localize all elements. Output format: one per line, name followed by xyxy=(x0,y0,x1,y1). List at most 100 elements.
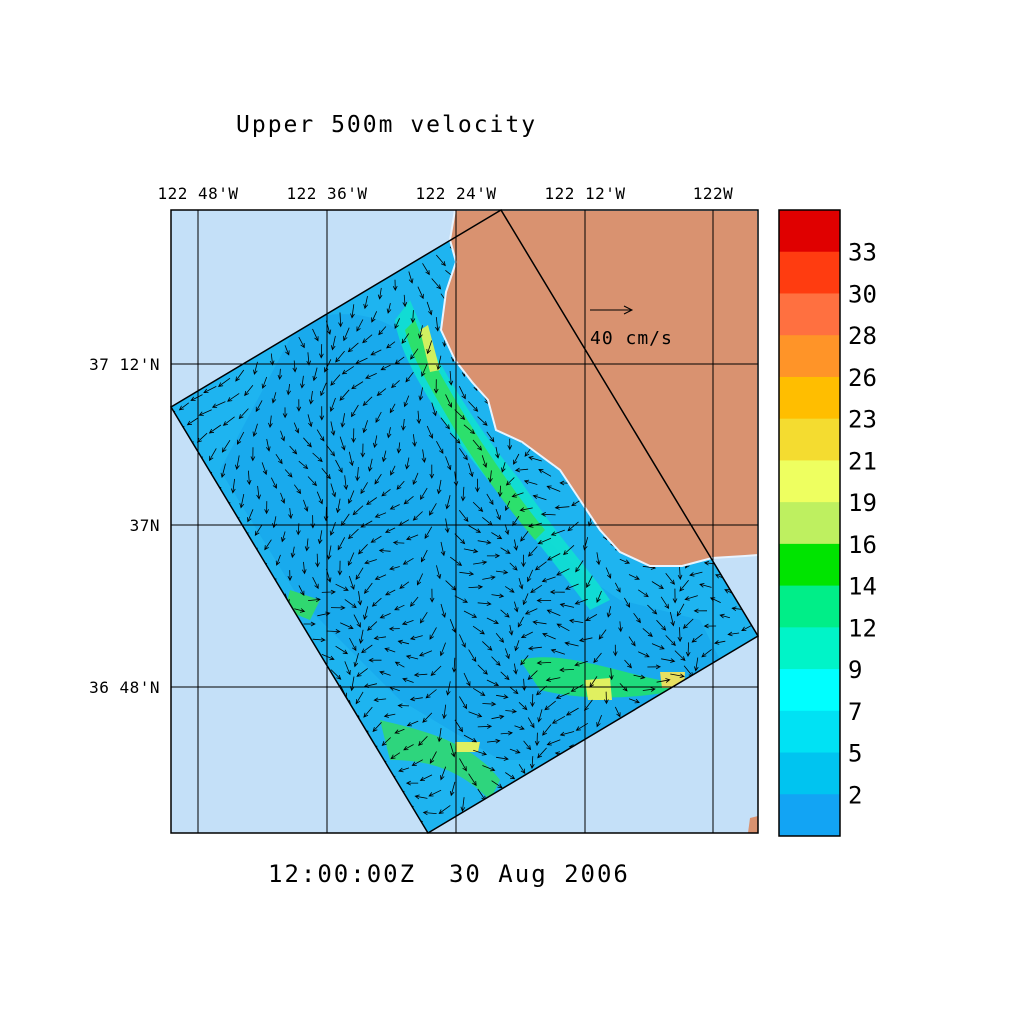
velocity-arrow xyxy=(406,720,419,727)
speed-jet xyxy=(395,300,610,610)
velocity-arrow xyxy=(440,541,446,557)
velocity-arrow xyxy=(585,614,598,622)
velocity-arrow xyxy=(468,525,482,533)
velocity-arrow xyxy=(556,568,570,576)
speed-max xyxy=(420,325,440,372)
velocity-arrow xyxy=(347,528,359,540)
velocity-arrow xyxy=(209,448,217,462)
lat-label: 36 48'N xyxy=(89,678,160,697)
velocity-arrow xyxy=(397,639,410,645)
colorbar-band xyxy=(779,543,840,587)
colorbar-band xyxy=(779,335,840,378)
velocity-arrow xyxy=(433,379,439,394)
colorbar-band xyxy=(779,752,840,795)
lon-label: 122 24'W xyxy=(415,184,496,203)
velocity-arrow xyxy=(528,456,542,462)
velocity-arrow xyxy=(519,507,533,512)
velocity-arrow xyxy=(405,654,419,660)
velocity-arrow xyxy=(312,328,319,342)
velocity-arrow xyxy=(367,621,378,631)
velocity-arrow xyxy=(541,576,556,583)
colorbar-label: 9 xyxy=(848,656,862,684)
velocity-arrow xyxy=(292,360,298,373)
velocity-arrow xyxy=(360,482,368,495)
velocity-arrow xyxy=(524,608,538,615)
velocity-arrow xyxy=(330,374,341,386)
velocity-arrow xyxy=(486,553,501,559)
velocity-arrow xyxy=(298,336,305,349)
velocity-arrow xyxy=(458,510,469,522)
velocity-arrow xyxy=(378,548,391,554)
velocity-arrow xyxy=(520,631,533,639)
velocity-arrow xyxy=(505,708,518,714)
velocity-arrow xyxy=(672,588,678,604)
velocity-arrow xyxy=(290,546,296,559)
velocity-arrow xyxy=(365,373,377,379)
velocity-arrow xyxy=(370,535,382,543)
velocity-arrow xyxy=(491,714,505,720)
velocity-arrow xyxy=(399,581,410,589)
land xyxy=(439,210,758,567)
velocity-arrow xyxy=(416,573,424,586)
velocity-arrow xyxy=(386,341,396,349)
velocity-arrow xyxy=(676,603,685,617)
velocity-arrow xyxy=(596,552,601,566)
velocity-arrow xyxy=(373,635,387,641)
velocity-arrow xyxy=(375,411,382,423)
lon-label: 122 12'W xyxy=(544,184,625,203)
colorbar-band xyxy=(779,585,840,628)
velocity-arrow xyxy=(363,296,369,310)
velocity-arrow xyxy=(429,464,435,479)
velocity-arrow xyxy=(335,459,343,474)
velocity-arrow xyxy=(518,577,524,590)
velocity-arrow xyxy=(569,618,584,624)
land xyxy=(748,816,758,833)
velocity-arrow xyxy=(252,423,258,437)
velocity-arrow xyxy=(381,450,387,463)
velocity-arrow xyxy=(356,319,364,332)
velocity-arrow xyxy=(330,483,337,498)
velocity-arrow xyxy=(247,509,254,523)
velocity-arrow xyxy=(250,447,256,462)
velocity-arrow xyxy=(491,593,505,599)
velocity-arrow xyxy=(570,684,584,692)
velocity-arrow xyxy=(364,582,373,595)
velocity-arrow xyxy=(477,724,493,729)
colorbar-label: 14 xyxy=(848,573,877,601)
velocity-arrow xyxy=(429,588,435,603)
velocity-arrow xyxy=(522,593,529,606)
velocity-arrow xyxy=(420,487,428,500)
velocity-arrow xyxy=(521,554,526,568)
velocity-arrow xyxy=(435,317,440,332)
velocity-arrow xyxy=(186,417,199,426)
velocity-arrow xyxy=(329,521,336,536)
velocity-arrow xyxy=(376,388,387,396)
speed-field-low xyxy=(220,314,740,760)
velocity-arrow xyxy=(275,453,283,465)
velocity-arrow xyxy=(419,611,428,624)
velocity-arrow xyxy=(357,591,363,606)
velocity-arrow xyxy=(410,348,419,360)
velocity-arrow xyxy=(614,706,621,718)
velocity-arrow xyxy=(265,438,271,452)
velocity-arrow xyxy=(549,589,565,595)
velocity-arrow xyxy=(604,691,609,705)
velocity-arrow xyxy=(368,657,382,663)
velocity-arrow xyxy=(536,598,552,603)
velocity-arrow xyxy=(545,677,561,682)
velocity-arrow xyxy=(330,421,336,436)
velocity-arrow xyxy=(402,677,414,683)
velocity-arrow xyxy=(439,642,446,657)
velocity-arrow xyxy=(618,621,623,633)
velocity-arrow xyxy=(606,606,612,618)
velocity-arrow xyxy=(628,636,636,647)
velocity-arrow xyxy=(344,599,357,609)
velocity-arrow xyxy=(410,310,416,324)
velocity-arrow xyxy=(405,371,414,383)
velocity-arrow xyxy=(405,457,410,470)
velocity-arrow xyxy=(358,629,364,644)
velocity-arrow xyxy=(330,605,346,611)
velocity-arrow xyxy=(396,480,405,490)
velocity-arrow xyxy=(411,759,423,766)
velocity-arrow xyxy=(394,318,400,330)
